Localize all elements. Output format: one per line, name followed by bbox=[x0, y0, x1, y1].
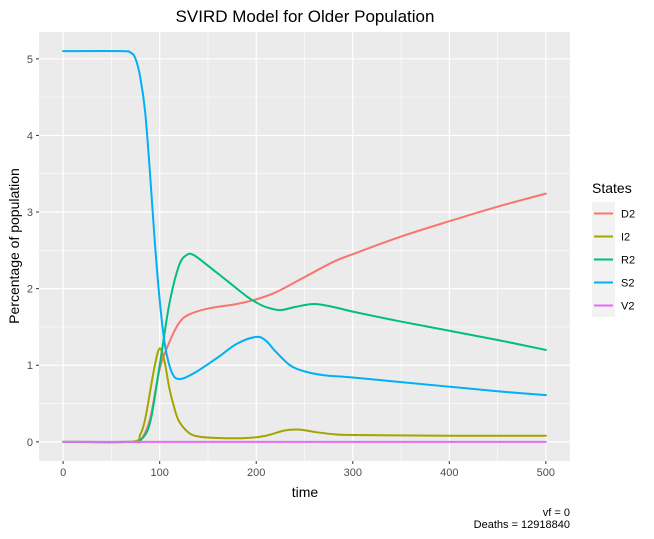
y-tick-label: 2 bbox=[27, 284, 33, 296]
legend: States D2 I2 R2 S2 V2 bbox=[592, 180, 635, 317]
legend-label: S2 bbox=[621, 278, 634, 290]
x-tick-label: 100 bbox=[151, 467, 169, 479]
x-tick-label: 400 bbox=[440, 467, 458, 479]
caption-deaths: Deaths = 12918840 bbox=[474, 519, 570, 531]
y-tick-label: 4 bbox=[27, 130, 33, 142]
y-axis: 0 1 2 3 4 5 bbox=[27, 54, 39, 449]
y-tick-label: 3 bbox=[27, 207, 33, 219]
y-tick-label: 1 bbox=[27, 360, 33, 372]
legend-title: States bbox=[592, 180, 632, 196]
x-tick-label: 500 bbox=[537, 467, 555, 479]
minor-gridlines bbox=[39, 32, 570, 461]
legend-item-s2: S2 bbox=[592, 271, 634, 294]
legend-label: V2 bbox=[621, 301, 634, 313]
legend-label: I2 bbox=[621, 232, 630, 244]
caption-vf: vf = 0 bbox=[543, 507, 570, 519]
series-line-s2 bbox=[62, 50, 547, 397]
y-tick-label: 5 bbox=[27, 54, 33, 66]
series-line-i2 bbox=[62, 347, 547, 444]
x-axis-title: time bbox=[292, 484, 319, 500]
legend-label: D2 bbox=[621, 209, 635, 221]
series-lines bbox=[62, 50, 547, 444]
y-axis-title: Percentage of population bbox=[6, 168, 22, 324]
legend-item-i2: I2 bbox=[592, 225, 630, 248]
legend-item-r2: R2 bbox=[592, 248, 635, 271]
x-tick-label: 200 bbox=[247, 467, 265, 479]
x-tick-label: 300 bbox=[344, 467, 362, 479]
legend-label: R2 bbox=[621, 255, 635, 267]
x-axis: 0 100 200 300 400 500 bbox=[60, 461, 555, 479]
series-line-r2 bbox=[62, 252, 547, 444]
y-tick-label: 0 bbox=[27, 437, 33, 449]
chart-title: SVIRD Model for Older Population bbox=[176, 7, 435, 26]
legend-keys: D2 I2 R2 S2 V2 bbox=[592, 202, 635, 317]
legend-item-d2: D2 bbox=[592, 202, 635, 225]
legend-item-v2: V2 bbox=[592, 294, 634, 317]
x-tick-label: 0 bbox=[60, 467, 66, 479]
